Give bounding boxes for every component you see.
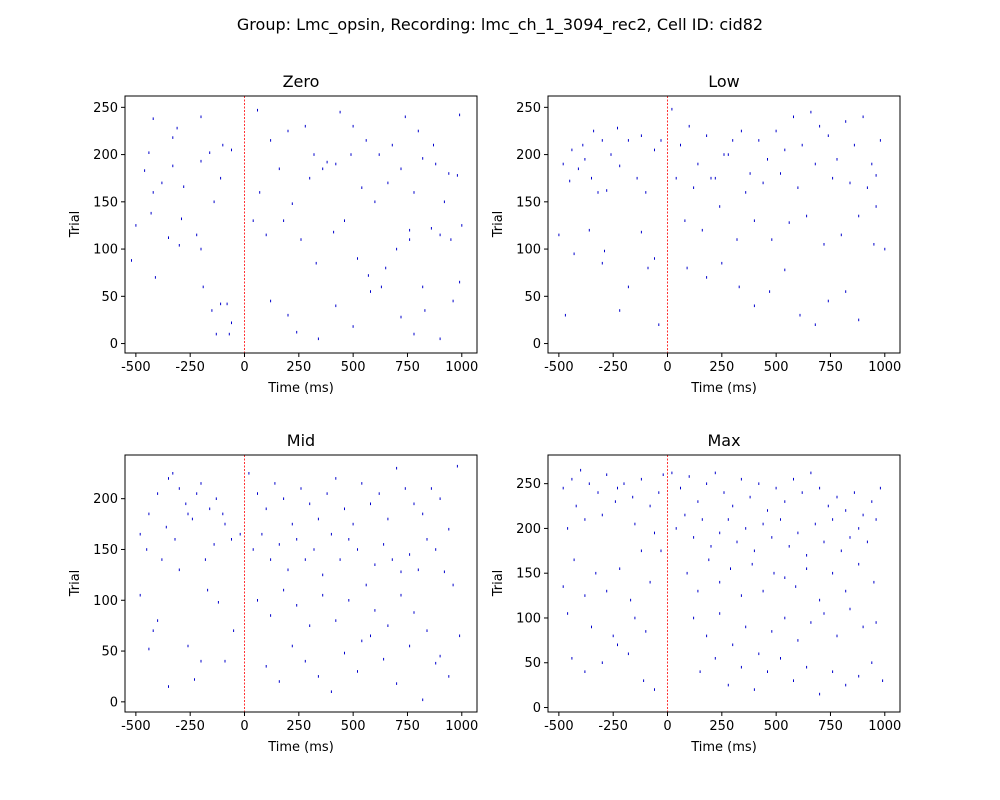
x-tick-label: 250 (286, 719, 311, 734)
spike-group (558, 107, 886, 326)
y-tick-label: 100 (516, 243, 541, 258)
x-tick-label: -250 (598, 360, 628, 375)
panel-low: Low -500 -250 0 250 500 750 1000 0 50 100 150 200 2… (491, 72, 901, 396)
y-tick-label: 0 (110, 695, 118, 710)
x-tick-label: -500 (121, 719, 151, 734)
y-tick-label: 100 (93, 594, 118, 609)
y-tick-label: 150 (516, 567, 541, 582)
x-tick-label: -250 (175, 719, 205, 734)
x-tick-label: -250 (175, 360, 205, 375)
y-axis-label: Trial (68, 570, 83, 598)
y-tick-label: 50 (101, 290, 118, 305)
y-tick-label: 200 (93, 492, 118, 507)
panel-mid: Mid -500 -250 0 250 500 750 1000 050100150200 … (68, 431, 478, 755)
y-tick-label: 250 (516, 477, 541, 492)
y-axis-label: Trial (68, 211, 83, 239)
y-tick-label: 0 (110, 337, 118, 352)
panel-zero: Zero -500 -250 0 250 500 750 1000 0 50 100 150 200… (68, 72, 478, 396)
x-tick-label: 750 (818, 360, 843, 375)
axes-frame (547, 454, 901, 713)
figure-suptitle: Group: Lmc_opsin, Recording: lmc_ch_1_30… (237, 15, 763, 35)
x-tick-label: 0 (240, 719, 248, 734)
y-axis-ticks: 0 50 100 150 200 250 (516, 101, 548, 352)
y-tick-label: 0 (533, 701, 541, 716)
y-tick-label: 150 (93, 195, 118, 210)
x-axis-label: Time (ms) (267, 381, 334, 396)
x-tick-label: -500 (544, 360, 574, 375)
spike-group (139, 464, 461, 702)
x-axis-ticks: -500 -250 0 250 500 750 1000 (544, 353, 901, 375)
x-tick-label: 250 (709, 719, 734, 734)
axes-frame (547, 95, 901, 354)
x-tick-label: 250 (709, 360, 734, 375)
x-axis-label: Time (ms) (267, 740, 334, 755)
x-tick-label: -500 (544, 719, 574, 734)
spike-group (131, 108, 463, 341)
x-axis-ticks: -500 -250 0 250 500 750 1000 (544, 712, 901, 734)
axes-frame (124, 95, 478, 354)
panel-max: Max -500 -250 0 250 500 750 1000 0 50 100 150 200 2… (491, 431, 901, 755)
y-tick-label: 50 (524, 290, 541, 305)
y-axis-label: Trial (491, 211, 506, 239)
panel-title: Low (708, 72, 740, 91)
y-tick-label: 200 (93, 148, 118, 163)
y-tick-label: 200 (516, 522, 541, 537)
x-tick-label: 1000 (868, 719, 901, 734)
y-tick-label: 50 (524, 656, 541, 671)
x-tick-label: -500 (121, 360, 151, 375)
y-axis-label: Trial (491, 570, 506, 598)
axes-frame (124, 454, 478, 713)
x-tick-label: 0 (240, 360, 248, 375)
x-tick-label: 1000 (868, 360, 901, 375)
panel-title: Zero (283, 72, 320, 91)
x-tick-label: 0 (663, 360, 671, 375)
spike-group (562, 468, 884, 696)
x-tick-label: 750 (818, 719, 843, 734)
x-axis-ticks: -500 -250 0 250 500 750 1000 (121, 712, 478, 734)
x-tick-label: 500 (764, 719, 789, 734)
x-axis-label: Time (ms) (690, 740, 757, 755)
x-tick-label: 500 (341, 360, 366, 375)
x-tick-label: 500 (764, 360, 789, 375)
x-tick-label: 250 (286, 360, 311, 375)
x-tick-label: 750 (395, 719, 420, 734)
x-tick-label: 500 (341, 719, 366, 734)
y-tick-label: 100 (93, 243, 118, 258)
x-axis-ticks: -500 -250 0 250 500 750 1000 (121, 353, 478, 375)
y-axis-ticks: 0 50 100 150 200 250 (516, 477, 548, 716)
panel-title: Max (707, 431, 740, 450)
x-tick-label: -250 (598, 719, 628, 734)
y-tick-label: 200 (516, 148, 541, 163)
x-tick-label: 750 (395, 360, 420, 375)
y-axis-ticks: 0 50 100 150 200 250 (93, 101, 125, 352)
y-tick-label: 250 (516, 101, 541, 116)
x-tick-label: 0 (663, 719, 671, 734)
y-tick-label: 0 (533, 337, 541, 352)
x-axis-label: Time (ms) (690, 381, 757, 396)
panel-title: Mid (287, 431, 315, 450)
y-tick-label: 150 (516, 195, 541, 210)
y-tick-label: 100 (516, 611, 541, 626)
y-tick-label: 150 (93, 543, 118, 558)
x-tick-label: 1000 (445, 360, 478, 375)
x-tick-label: 1000 (445, 719, 478, 734)
y-tick-label: 250 (93, 101, 118, 116)
y-axis-ticks: 0 50 100 150 200 (93, 492, 125, 710)
y-tick-label: 50 (101, 645, 118, 660)
